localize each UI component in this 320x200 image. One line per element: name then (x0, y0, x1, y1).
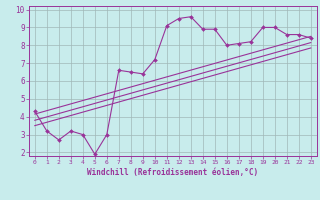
X-axis label: Windchill (Refroidissement éolien,°C): Windchill (Refroidissement éolien,°C) (87, 168, 258, 177)
